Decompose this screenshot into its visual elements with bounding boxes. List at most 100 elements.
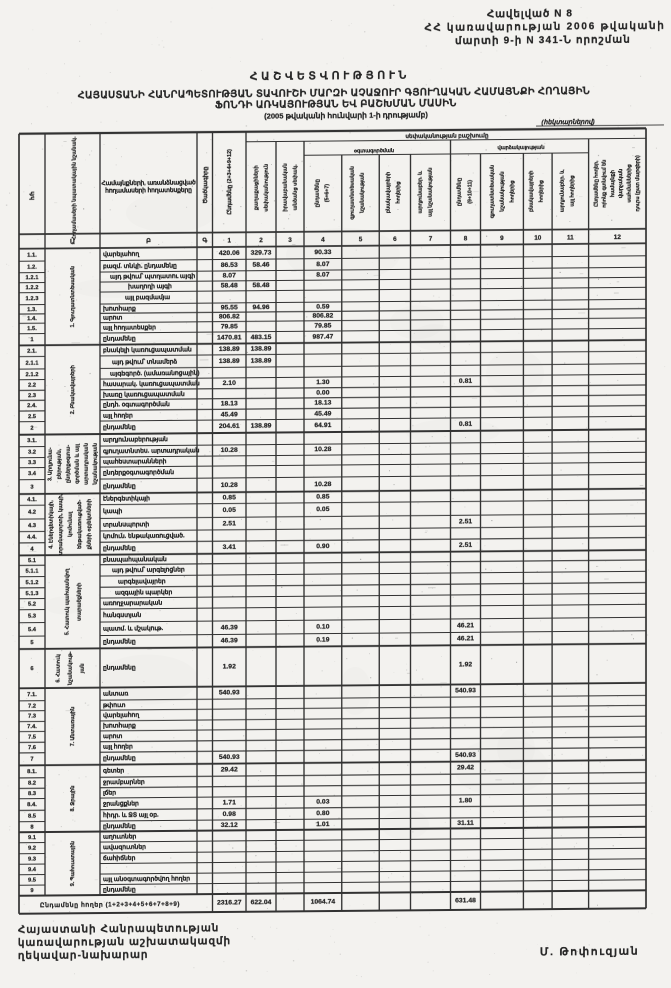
svg-text:1.92: 1.92 [459,661,472,668]
svg-text:3: 3 [288,237,292,244]
svg-text:Համայնքների, առանձնացված: Համայնքների, առանձնացված [101,179,196,187]
svg-text:1.5.: 1.5. [27,326,37,332]
svg-text:540.93: 540.93 [219,689,240,696]
svg-text:7. Անտառային: 7. Անտառային [70,707,76,747]
svg-text:0.03: 0.03 [316,799,329,806]
svg-text:9.1: 9.1 [28,835,37,841]
svg-text:64.91: 64.91 [314,422,331,429]
svg-text:ընդամենը: ընդամենը [103,638,136,645]
svg-text:տրանսպորտի: տրանսպորտի [103,521,149,528]
svg-text:1.92: 1.92 [223,664,236,671]
svg-text:1.1.: 1.1. [27,253,37,259]
svg-text:8. Ջրային: 8. Ջրային [70,785,76,811]
svg-text:թփուտ: թփուտ [103,702,126,709]
svg-text:Ա: Ա [70,239,75,246]
svg-text:4. Էներգետիկայի,: 4. Էներգետիկայի, [48,500,54,549]
svg-text:ընդամենը: ընդամենը [103,424,136,431]
svg-text:9.2: 9.2 [28,846,36,852]
svg-text:արդյունաբեր. և: արդյունաբեր. և [417,170,423,213]
svg-text:1.30: 1.30 [316,379,329,386]
svg-text:8.1.: 8.1. [27,769,37,775]
svg-text:ընդամենը: ընդամենը [456,178,462,206]
svg-text:1.01: 1.01 [316,821,329,828]
svg-text:բնակավայրերի: բնակավայրերի [385,172,391,213]
svg-text:95.55: 95.55 [221,304,238,311]
svg-text:վարձակալության: վարձակալության [498,145,545,151]
svg-text:նշանակության: նշանակության [92,443,98,486]
svg-text:հ/հ: հ/հ [28,191,36,200]
svg-text:նշանակութ-: նշանակութ- [67,651,73,686]
svg-text:1.2.: 1.2. [27,265,37,271]
svg-text:10.28: 10.28 [221,482,238,489]
svg-text:29.42: 29.42 [221,766,238,773]
svg-text:7: 7 [30,757,33,763]
svg-text:9: 9 [500,235,504,242]
svg-text:Հողամասերի նպատակային նշանակ.: Հողամասերի նպատակային նշանակ. [71,136,77,240]
svg-text:բնակավայրերի: բնակավայրերի [528,171,534,212]
svg-text:11: 11 [567,234,574,241]
svg-text:ընդամենը: ընդամենը [314,179,320,207]
svg-text:6. Հատուկ: 6. Հատուկ [55,654,61,682]
svg-text:2.51: 2.51 [459,542,472,549]
svg-text:արոտ: արոտ [103,316,122,322]
svg-text:540.93: 540.93 [219,754,240,761]
svg-text:Ընդամենը հողեր,: Ընդամենը հողեր, [592,160,599,207]
svg-text:4.1.: 4.1. [27,497,37,503]
svg-text:քաղաքացիների: քաղաքացիների [253,165,259,211]
svg-text:10: 10 [534,235,542,242]
svg-text:58.46: 58.46 [252,262,269,269]
svg-text:(5+6+7): (5+6+7) [324,184,330,202]
svg-text:45.49: 45.49 [221,411,238,418]
svg-text:նշանակության: նշանակության [499,171,505,212]
svg-text:Հայաստանի Հանրապետության: Հայաստանի Հանրապետության [18,923,219,936]
svg-text:արտադրական: արտադրական [83,443,89,485]
svg-text:2.1.2: 2.1.2 [26,372,39,378]
svg-text:3.1.: 3.1. [27,438,37,444]
svg-text:ՀԱՇՎԵՏՎՈՒԹՅՈՒՆ: ՀԱՇՎԵՏՎՈՒԹՅՈՒՆ [250,70,410,82]
svg-text:2.10: 2.10 [223,380,236,387]
svg-text:բերության,: բերության, [56,448,62,479]
svg-text:2.2: 2.2 [28,383,36,389]
svg-text:3.4: 3.4 [28,471,37,477]
svg-text:8.07: 8.07 [223,273,236,280]
svg-text:էներգետիկայի: էներգետիկայի [103,495,150,502]
svg-text:1.2.3: 1.2.3 [26,296,40,302]
svg-text:խոտհարք: խոտհարք [103,304,136,312]
svg-text:արդյունաբերության: արդյունաբերության [103,436,168,444]
svg-text:0.98: 0.98 [223,811,236,818]
svg-text:լճեր: լճեր [103,789,116,796]
svg-text:գետեր: գետեր [103,767,124,774]
svg-text:7.2: 7.2 [28,703,36,709]
svg-text:138.89: 138.89 [251,423,272,430]
svg-text:գործման և այլ: գործման և այլ [74,443,80,483]
svg-text:10.28: 10.28 [314,481,331,488]
svg-text:այլ նշանակության: այլ նշանակության [427,168,433,217]
svg-text:1470.81: 1470.81 [217,334,242,341]
svg-text:9.5: 9.5 [28,878,37,884]
svg-text:այլ հողեր: այլ հողեր [103,742,133,750]
svg-text:հողերից: հողերից [537,180,544,202]
svg-text:Ընդամենը (2+3+4+9+12): Ընդամենը (2+3+4+9+12) [227,149,233,215]
svg-text:կապի: կապի [103,508,122,515]
svg-text:գյուղատնտեսական: գյուղատնտեսական [489,165,495,218]
svg-text:0.05: 0.05 [223,507,236,514]
svg-text:աղուտներ: աղուտներ [103,833,137,840]
svg-text:իրավաբանական: իրավաբանական [282,163,288,211]
svg-text:0.05: 0.05 [316,506,329,513]
svg-text:1.80: 1.80 [459,797,472,804]
svg-text:1.71: 1.71 [223,799,236,806]
svg-text:կոմունալ: կոմունալ [67,511,73,537]
svg-text:կոմուն. ենթակառուցված.: կոմուն. ենթակառուցված. [103,533,185,541]
svg-text:2: 2 [30,426,33,432]
svg-text:1064.74: 1064.74 [311,899,336,906]
svg-text:18.13: 18.13 [314,400,331,407]
svg-text:2316.27: 2316.27 [217,900,242,907]
svg-text:5.2: 5.2 [28,602,36,608]
svg-text:Բ: Բ [146,238,151,245]
svg-text:ընդամենը: ընդամենը [103,886,136,893]
svg-text:18.13: 18.13 [221,401,238,408]
svg-text:ղեկավար-նախարար: ղեկավար-նախարար [18,950,149,962]
svg-text:622.04: 622.04 [251,899,272,906]
svg-text:9. Պահուստային: 9. Պահուստային [69,841,76,886]
svg-text:3. Արդյունա-: 3. Արդյունա- [47,447,53,481]
